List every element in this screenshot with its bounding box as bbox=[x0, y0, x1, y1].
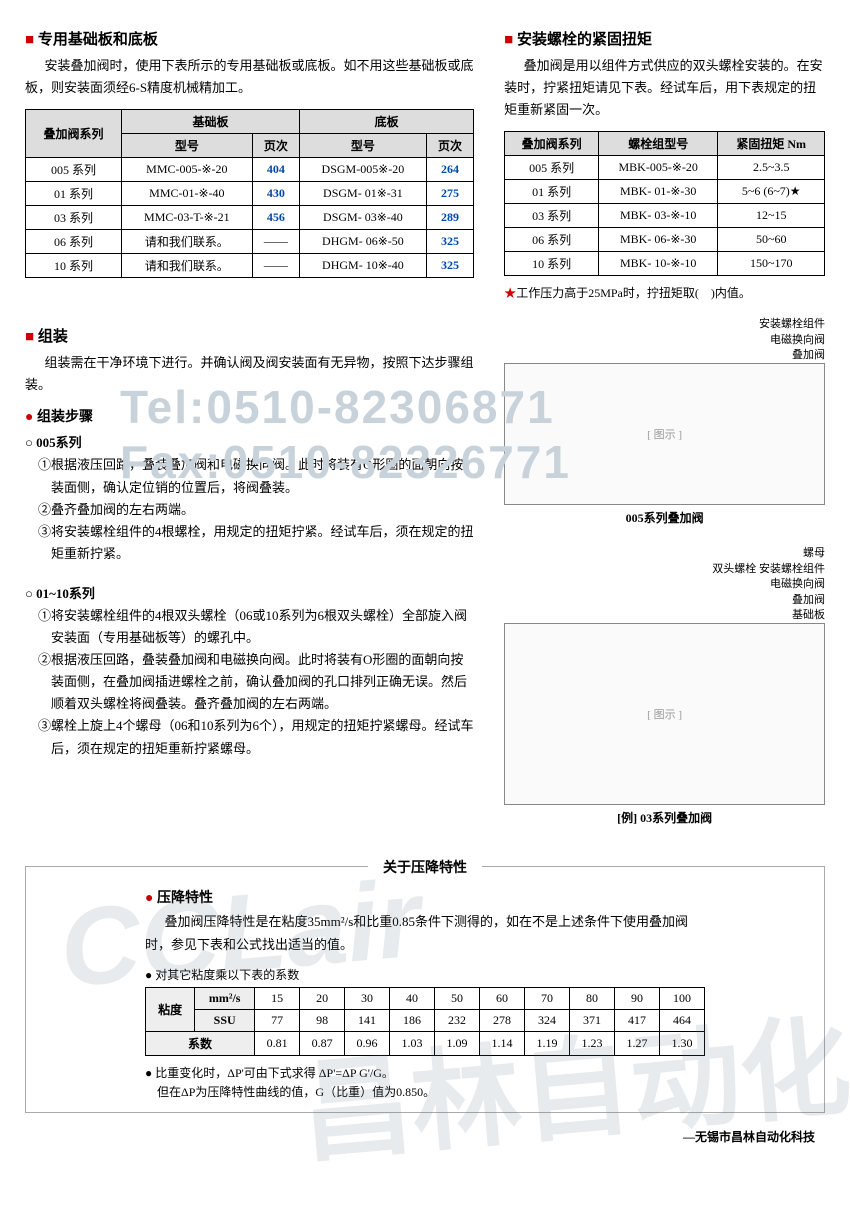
table-row: 06 系列MBK- 06-※-3050~60 bbox=[505, 228, 825, 252]
pressure-drop-section: 关于压降特性 压降特性 叠加阀压降特性是在粘度35mm²/s和比重0.85条件下… bbox=[25, 866, 825, 1113]
table-row: 10 系列MBK- 10-※-10150~170 bbox=[505, 252, 825, 276]
sec4-bullet: 对其它粘度乘以下表的系数 bbox=[155, 968, 299, 982]
step: ③将安装螺栓组件的4根螺栓，用规定的扭矩拧紧。经试车后，须在规定的扭矩重新拧紧。 bbox=[38, 521, 474, 565]
th-mm: mm²/s bbox=[195, 987, 255, 1009]
table-row: 03 系列MBK- 03-※-1012~15 bbox=[505, 204, 825, 228]
table-row: 01 系列MMC-01-※-40430DSGM- 01※-31275 bbox=[26, 182, 474, 206]
viscosity-table: 粘度 mm²/s 152030405060708090100 SSU 77981… bbox=[145, 987, 705, 1056]
table-row: 005 系列MMC-005-※-20404DSGM-005※-20264 bbox=[26, 158, 474, 182]
sec4-para: 叠加阀压降特性是在粘度35mm²/s和比重0.85条件下测得的，如在不是上述条件… bbox=[145, 911, 705, 955]
steps-title: 组装步骤 bbox=[25, 406, 474, 426]
th-base: 基础板 bbox=[122, 110, 300, 134]
th-visc: 粘度 bbox=[146, 987, 195, 1031]
diag1-labels: 安装螺栓组件 电磁换向阀 叠加阀 bbox=[504, 317, 825, 363]
th-model: 螺栓组型号 bbox=[598, 132, 717, 156]
table-row: 10 系列请和我们联系。——DHGM- 10※-40325 bbox=[26, 254, 474, 278]
diagram-005: [ 图示 ] bbox=[504, 363, 825, 505]
sec2-note: ★★工作压力高于25MPa时，拧扭矩取( )内值。工作压力高于25MPa时，拧扭… bbox=[504, 284, 825, 302]
footer: —无锡市昌林自动化科技 bbox=[25, 1128, 825, 1145]
table-row: 005 系列MBK-005-※-202.5~3.5 bbox=[505, 156, 825, 180]
th-plate: 底板 bbox=[300, 110, 474, 134]
g005-title: 005系列 bbox=[25, 432, 474, 451]
diagram-03: [ 图示 ] bbox=[504, 623, 825, 805]
sec4-note2: 但在ΔP为压降特性曲线的值，G（比重）值为0.850。 bbox=[157, 1085, 435, 1099]
sec2-para: 叠加阀是用以组件方式供应的双头螺栓安装的。在安装时，拧紧扭矩请见下表。经试车后，… bbox=[504, 55, 825, 121]
diag2-labels: 螺母 双头螺栓 安装螺栓组件 电磁换向阀 叠加阀 基础板 bbox=[504, 546, 825, 623]
th-ssu: SSU bbox=[195, 1009, 255, 1031]
sec2-title: 安装螺栓的紧固扭矩 bbox=[504, 28, 825, 49]
th-model2: 型号 bbox=[300, 134, 427, 158]
g0110-title: 01~10系列 bbox=[25, 583, 474, 602]
sec3-title: 组装 bbox=[25, 325, 474, 346]
sec3-para: 组装需在干净环境下进行。并确认阀及阀安装面有无异物，按照下达步骤组装。 bbox=[25, 352, 474, 396]
th-page2: 页次 bbox=[426, 134, 473, 158]
table-row: 01 系列MBK- 01-※-305~6 (6~7)★ bbox=[505, 180, 825, 204]
step: ③螺栓上旋上4个螺母（06和10系列为6个），用规定的扭矩拧紧螺母。经试车后，须… bbox=[38, 715, 474, 759]
sec4-note1: 比重变化时，ΔP'可由下式求得 ΔP'=ΔP G'/G。 bbox=[155, 1066, 394, 1080]
sec1-title: 专用基础板和底板 bbox=[25, 28, 474, 49]
table-row: 03 系列MMC-03-T-※-21456DSGM- 03※-40289 bbox=[26, 206, 474, 230]
step: ①根据液压回路，叠装叠加阀和电磁换向阀。此时将装有O形圈的面朝向按装面侧，确认定… bbox=[38, 454, 474, 498]
th-torque: 紧固扭矩 Nm bbox=[718, 132, 825, 156]
th-coef: 系数 bbox=[146, 1031, 255, 1055]
th-series: 叠加阀系列 bbox=[26, 110, 122, 158]
torque-table: 叠加阀系列 螺栓组型号 紧固扭矩 Nm 005 系列MBK-005-※-202.… bbox=[504, 131, 825, 276]
sec4-title: 关于压降特性 bbox=[368, 857, 482, 877]
th-series: 叠加阀系列 bbox=[505, 132, 599, 156]
th-page: 页次 bbox=[252, 134, 299, 158]
diag2-caption: [例] 03系列叠加阀 bbox=[504, 809, 825, 826]
step: ②叠齐叠加阀的左右两端。 bbox=[38, 499, 474, 521]
step: ①将安装螺栓组件的4根双头螺栓（06或10系列为6根双头螺栓）全部旋入阀安装面（… bbox=[38, 605, 474, 649]
base-plate-table: 叠加阀系列 基础板 底板 型号 页次 型号 页次 005 系列MMC-005-※… bbox=[25, 109, 474, 278]
diag1-caption: 005系列叠加阀 bbox=[504, 509, 825, 526]
table-row: 06 系列请和我们联系。——DHGM- 06※-50325 bbox=[26, 230, 474, 254]
sec4-sub: 压降特性 bbox=[145, 887, 705, 907]
sec1-para: 安装叠加阀时，使用下表所示的专用基础板或底板。如不用这些基础板或底板，则安装面须… bbox=[25, 55, 474, 99]
th-model: 型号 bbox=[122, 134, 253, 158]
step: ②根据液压回路，叠装叠加阀和电磁换向阀。此时将装有O形圈的面朝向按装面侧，在叠加… bbox=[38, 649, 474, 715]
